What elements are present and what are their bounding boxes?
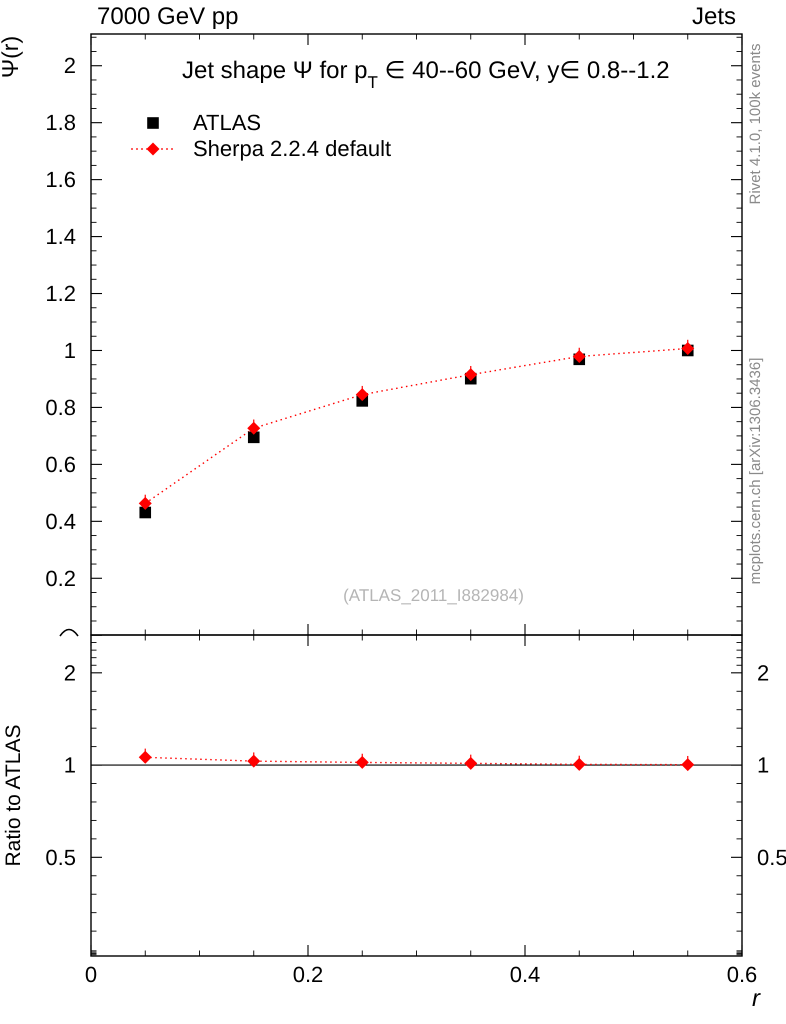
svg-text:0.2: 0.2 [45, 566, 76, 591]
svg-text:0.2: 0.2 [293, 962, 324, 987]
svg-text:0: 0 [85, 962, 97, 987]
svg-text:1.2: 1.2 [45, 281, 76, 306]
svg-text:1: 1 [64, 753, 76, 778]
svg-text:0.4: 0.4 [510, 962, 541, 987]
svg-text:0.5: 0.5 [45, 845, 76, 870]
svg-text:1.6: 1.6 [45, 167, 76, 192]
svg-text:ATLAS: ATLAS [193, 110, 261, 135]
svg-text:2: 2 [64, 53, 76, 78]
svg-text:0.6: 0.6 [727, 962, 758, 987]
svg-text:Rivet 4.1.0, 100k events: Rivet 4.1.0, 100k events [747, 44, 764, 205]
svg-text:mcplots.cern.ch [arXiv:1306.34: mcplots.cern.ch [arXiv:1306.3436] [747, 358, 764, 585]
svg-text:1.8: 1.8 [45, 110, 76, 135]
svg-text:Ψ(r): Ψ(r) [0, 36, 23, 78]
svg-text:Jet shape Ψ for pT ∈ 40--60 Ge: Jet shape Ψ for pT ∈ 40--60 GeV, y∈ 0.8-… [182, 57, 670, 92]
svg-text:0.4: 0.4 [45, 509, 76, 534]
svg-text:1.4: 1.4 [45, 224, 76, 249]
svg-text:(ATLAS_2011_I882984): (ATLAS_2011_I882984) [343, 586, 524, 605]
svg-text:7000 GeV pp: 7000 GeV pp [97, 3, 238, 30]
svg-text:0.5: 0.5 [757, 845, 786, 870]
svg-text:2: 2 [757, 660, 769, 685]
svg-text:Sherpa 2.2.4 default: Sherpa 2.2.4 default [193, 136, 391, 161]
svg-text:2: 2 [64, 660, 76, 685]
svg-text:1: 1 [757, 753, 769, 778]
svg-text:r: r [752, 985, 761, 1012]
svg-text:0.6: 0.6 [45, 452, 76, 477]
svg-text:1: 1 [64, 338, 76, 363]
svg-text:0.8: 0.8 [45, 395, 76, 420]
svg-text:Jets: Jets [692, 3, 736, 30]
svg-text:Ratio to ATLAS: Ratio to ATLAS [2, 724, 25, 866]
